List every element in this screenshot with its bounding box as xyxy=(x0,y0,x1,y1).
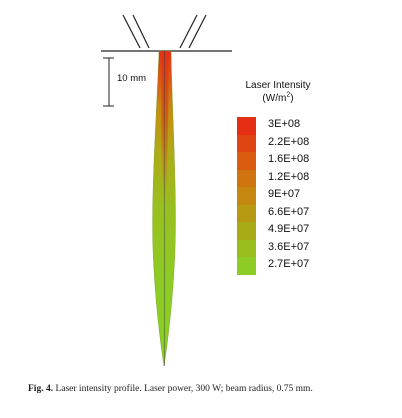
beam-core xyxy=(161,51,169,200)
color-legend: 3E+08 2.2E+08 1.6E+08 1.2E+08 9E+07 6.6E+07 4.… xyxy=(237,117,347,275)
legend-swatch xyxy=(237,204,256,222)
laser-beam xyxy=(152,50,176,367)
legend-title-text: Laser Intensity xyxy=(245,80,311,91)
legend-title: Laser Intensity (W/m2) xyxy=(230,79,326,105)
legend-swatch xyxy=(237,257,256,275)
legend-label: 1.6E+08 xyxy=(268,153,310,165)
nozzle-outline xyxy=(101,14,232,52)
legend-label: 3.6E+07 xyxy=(268,240,310,253)
legend-unit-base: (W/m xyxy=(262,93,287,104)
legend-entry: 6.6E+07 xyxy=(237,204,347,222)
legend-swatch xyxy=(237,152,256,170)
legend-label: 1.2E+08 xyxy=(268,170,310,183)
legend-entry: 2.2E+08 xyxy=(237,134,347,152)
legend-entry: 1.6E+08 xyxy=(237,152,347,170)
legend-label: 2.2E+08 xyxy=(268,135,310,148)
scale-bar xyxy=(103,57,114,107)
legend-label: 3E+08 xyxy=(268,118,301,130)
legend-unit-close: ) xyxy=(290,93,294,104)
legend-label: 6.6E+07 xyxy=(268,205,310,218)
legend-swatch xyxy=(237,134,256,152)
legend-swatch xyxy=(237,169,256,187)
legend-entry: 4.9E+07 xyxy=(237,222,347,240)
legend-entry: 1.2E+08 xyxy=(237,169,347,187)
legend-entry: 3E+08 xyxy=(237,117,347,135)
laser-intensity-figure: 10 mm Laser Intensity (W/m2) 3E+08 2.2E+0… xyxy=(101,14,347,367)
caption-text: Laser intensity profile. Laser power, 30… xyxy=(55,384,313,394)
legend-label: 9E+07 xyxy=(268,188,301,200)
legend-entry: 9E+07 xyxy=(237,187,347,205)
legend-label: 2.7E+07 xyxy=(268,258,310,270)
legend-swatch xyxy=(237,187,256,205)
legend-entry: 2.7E+07 xyxy=(237,257,347,275)
beam-plot xyxy=(101,14,232,367)
legend-unit-exponent: 2 xyxy=(286,91,291,99)
legend-label: 4.9E+07 xyxy=(268,223,310,235)
legend-swatch xyxy=(237,117,256,135)
legend-swatch xyxy=(237,222,256,240)
figure-caption: Fig. 4. Laser intensity profile. Laser p… xyxy=(28,384,398,394)
scale-label: 10 mm xyxy=(117,73,147,84)
legend-entry: 3.6E+07 xyxy=(237,239,347,257)
legend-swatch xyxy=(237,239,256,257)
caption-label: Fig. 4. xyxy=(28,384,54,394)
legend-unit: (W/m2) xyxy=(230,92,326,105)
